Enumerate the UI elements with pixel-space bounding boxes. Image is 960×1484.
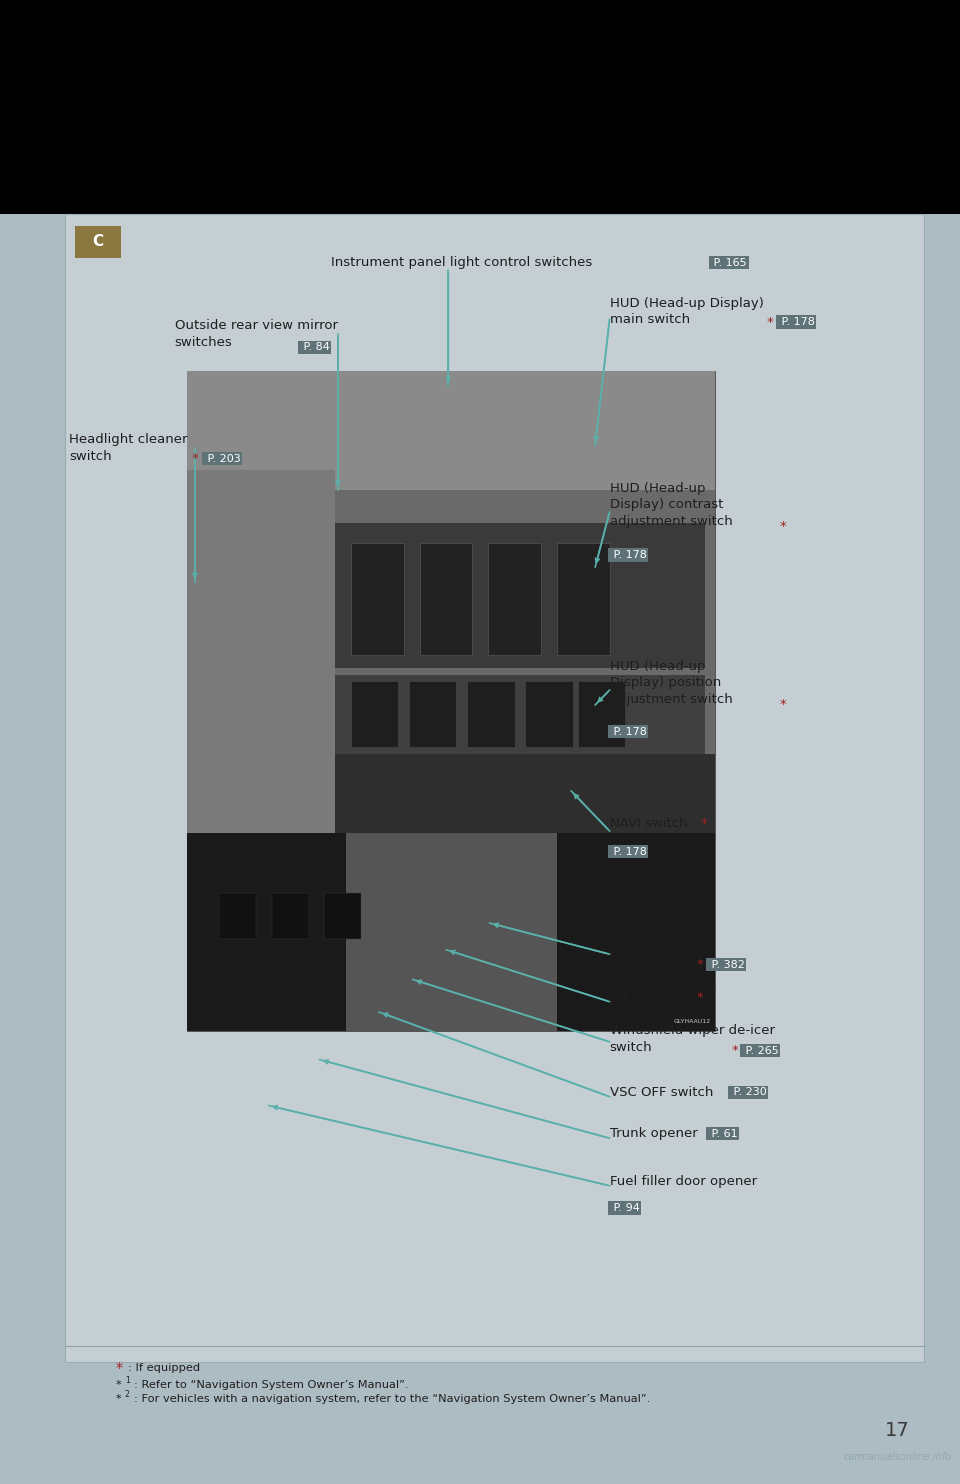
Text: P. 382: P. 382 [708, 960, 744, 969]
Bar [319, 490, 715, 754]
Bar [187, 470, 335, 833]
Text: P. 178: P. 178 [610, 727, 646, 736]
Bar [335, 522, 705, 668]
Bar [187, 371, 715, 668]
Text: *: * [701, 818, 708, 830]
Text: *: * [697, 959, 704, 971]
Text: Fuel filler door opener: Fuel filler door opener [610, 1175, 756, 1187]
Text: Rear sunshade
switch: Rear sunshade switch [610, 939, 708, 969]
Bar [578, 681, 626, 748]
Bar [272, 893, 309, 939]
Text: 17: 17 [885, 1422, 910, 1439]
Text: : For vehicles with a navigation system, refer to the “Navigation System Owner’s: : For vehicles with a navigation system,… [134, 1395, 651, 1404]
Text: *: * [780, 521, 786, 533]
Bar [75, 226, 121, 258]
Bar [335, 675, 705, 754]
Text: HUD (Head-up Display)
main switch: HUD (Head-up Display) main switch [610, 297, 763, 326]
Text: VIEW switch: VIEW switch [610, 991, 691, 1003]
Text: P. 230: P. 230 [730, 1088, 766, 1097]
Bar [525, 681, 572, 748]
Bar [351, 543, 404, 654]
Text: VSC OFF switch: VSC OFF switch [610, 1086, 713, 1098]
Text: *: * [115, 1380, 121, 1389]
Text: HUD (Head-up
Display) position
adjustment switch: HUD (Head-up Display) position adjustmen… [610, 660, 732, 705]
Text: P. 265: P. 265 [742, 1046, 779, 1055]
Text: Instrument panel light control switches: Instrument panel light control switches [331, 257, 592, 269]
Text: Headlight cleaner
switch: Headlight cleaner switch [69, 433, 187, 463]
Text: Windshield wiper de-icer
switch: Windshield wiper de-icer switch [610, 1024, 775, 1054]
Bar [65, 214, 924, 1362]
Text: C: C [92, 234, 104, 249]
Text: *: * [766, 316, 773, 328]
Text: HUD (Head-up
Display) contrast
adjustment switch: HUD (Head-up Display) contrast adjustmen… [610, 482, 732, 527]
Text: *: * [697, 991, 704, 1003]
Text: : If equipped: : If equipped [128, 1364, 200, 1373]
Text: P. 178: P. 178 [778, 318, 814, 326]
Bar [0, 0, 960, 214]
Text: carmanualsonline.info: carmanualsonline.info [844, 1453, 951, 1462]
Text: P. 165: P. 165 [710, 258, 747, 267]
Bar [420, 543, 472, 654]
Text: Trunk opener: Trunk opener [610, 1128, 697, 1140]
Bar [488, 543, 541, 654]
Text: GLYHAAU12: GLYHAAU12 [673, 1020, 710, 1024]
Bar [187, 833, 715, 1031]
Bar [219, 893, 255, 939]
Bar [557, 543, 610, 654]
Bar [351, 681, 398, 748]
Text: *: * [732, 1045, 738, 1057]
Text: *: * [115, 1395, 121, 1404]
Text: P. 203: P. 203 [204, 454, 240, 463]
Text: 2: 2 [125, 1391, 130, 1399]
Text: P. 178: P. 178 [610, 551, 646, 559]
Text: *: * [780, 699, 786, 711]
Text: NAVI switch: NAVI switch [610, 818, 687, 830]
Bar [409, 681, 457, 748]
Text: P. 61: P. 61 [708, 1129, 737, 1138]
Text: P. 84: P. 84 [300, 343, 329, 352]
Text: 1: 1 [125, 1376, 130, 1385]
Bar [324, 893, 362, 939]
Text: P. 178: P. 178 [610, 847, 646, 856]
Bar [467, 681, 515, 748]
Text: Outside rear view mirror
switches: Outside rear view mirror switches [175, 319, 338, 349]
Text: : Refer to “Navigation System Owner’s Manual”.: : Refer to “Navigation System Owner’s Ma… [134, 1380, 409, 1389]
Bar [346, 833, 557, 1031]
Text: *: * [192, 453, 199, 464]
Text: *1: *1 [707, 985, 717, 994]
Text: P. 94: P. 94 [610, 1204, 639, 1212]
Bar [187, 371, 715, 1031]
Text: *: * [115, 1361, 122, 1376]
